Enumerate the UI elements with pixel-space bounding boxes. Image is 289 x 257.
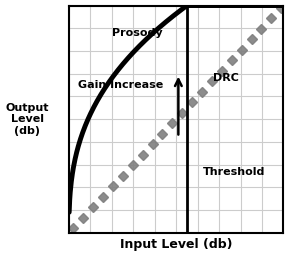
Y-axis label: Output
Level
(db): Output Level (db)	[5, 103, 49, 136]
Text: Prosody: Prosody	[112, 28, 163, 38]
Text: Threshold: Threshold	[203, 167, 265, 177]
Text: Gain Increase: Gain Increase	[78, 80, 163, 90]
Text: DRC: DRC	[213, 73, 238, 83]
X-axis label: Input Level (db): Input Level (db)	[120, 238, 232, 251]
